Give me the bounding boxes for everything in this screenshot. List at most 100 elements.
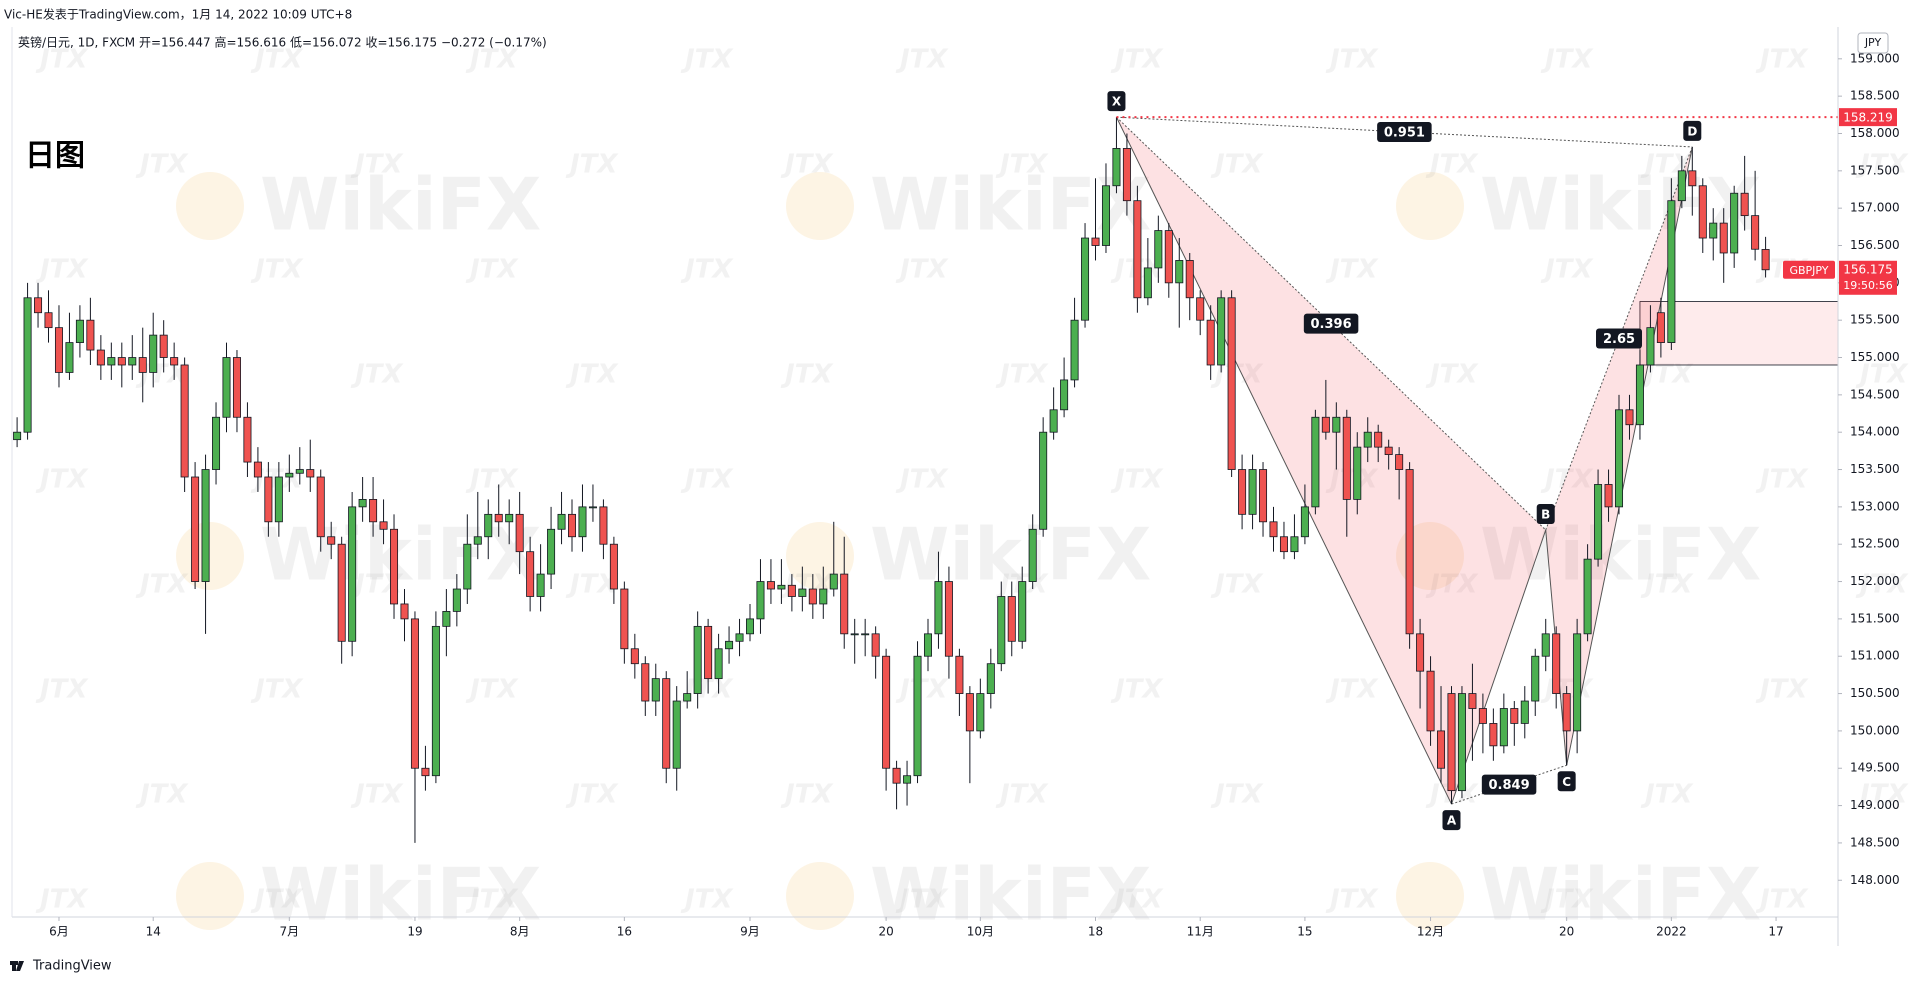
pattern-leg xyxy=(1451,529,1547,805)
candle-body xyxy=(1112,148,1121,187)
watermark: JTX xyxy=(895,675,949,705)
y-tick-label: 159.000 xyxy=(1850,51,1900,65)
watermark: WikiFX xyxy=(870,513,1151,597)
candle-body xyxy=(1437,730,1446,769)
watermark: JTX xyxy=(1855,360,1909,390)
x-tick-label: 2022 xyxy=(1656,925,1687,939)
candle-body xyxy=(672,700,681,769)
pattern-ratio-box xyxy=(1481,774,1537,795)
candle-body xyxy=(683,693,692,702)
candle-body xyxy=(1604,484,1613,508)
watermark: JTX xyxy=(350,780,404,810)
candle-body xyxy=(913,655,922,777)
candle-body xyxy=(526,551,535,597)
candle-body xyxy=(871,633,880,657)
y-tick-label: 156.500 xyxy=(1850,238,1900,252)
watermark: JTX xyxy=(895,465,949,495)
watermark-logo xyxy=(1396,862,1464,930)
watermark: JTX xyxy=(995,360,1049,390)
pattern-fill xyxy=(1116,117,1546,805)
y-tick-label: 150.500 xyxy=(1850,686,1900,700)
candle-body xyxy=(1698,185,1707,239)
candle-body xyxy=(1007,596,1016,642)
watermark: JTX xyxy=(680,45,734,75)
candle-body xyxy=(578,506,587,538)
x-tick-label: 14 xyxy=(146,925,161,939)
tv-logo xyxy=(10,961,24,971)
candle-body xyxy=(808,588,817,605)
watermark-logo xyxy=(786,862,854,930)
watermark: JTX xyxy=(1540,465,1594,495)
watermark: JTX xyxy=(1540,885,1594,915)
watermark-logo xyxy=(176,862,244,930)
candle-body xyxy=(861,633,870,636)
symbol-label: GBPJPY xyxy=(1789,264,1828,277)
candle-body xyxy=(316,476,325,538)
candle-body xyxy=(1405,469,1414,635)
candle-body xyxy=(505,513,514,523)
footer: TradingView xyxy=(32,959,112,974)
level-label: 158.219 xyxy=(1843,111,1893,125)
candle-body xyxy=(1185,260,1194,299)
watermark: JTX xyxy=(1540,45,1594,75)
y-tick-label: 151.500 xyxy=(1850,611,1900,625)
candle-body xyxy=(965,693,974,732)
watermark: JTX xyxy=(1110,465,1164,495)
watermark: JTX xyxy=(1325,885,1379,915)
y-tick-label: 152.500 xyxy=(1850,537,1900,551)
x-tick-label: 15 xyxy=(1297,925,1312,939)
pattern-ratio-box xyxy=(1303,313,1359,334)
header: Vic-HE发表于TradingView.com，1月 14, 2022 10:… xyxy=(4,7,352,22)
candle-body xyxy=(557,513,566,530)
pattern-point-label: B xyxy=(1541,508,1550,522)
candle-body xyxy=(253,461,262,478)
candle-body xyxy=(515,513,524,553)
candle-body xyxy=(1751,215,1760,250)
candle-body xyxy=(128,357,137,366)
pattern-point-box xyxy=(1683,120,1702,141)
watermark: JTX xyxy=(1855,150,1909,180)
candle-body xyxy=(1300,506,1309,538)
candle-body xyxy=(65,342,74,373)
candle-body xyxy=(379,521,388,530)
candle-body xyxy=(1468,693,1477,709)
candle-body xyxy=(23,297,32,433)
candle-body xyxy=(1416,633,1425,672)
watermark: WikiFX xyxy=(260,853,541,937)
watermark: JTX xyxy=(1855,570,1909,600)
watermark: JTX xyxy=(1325,675,1379,705)
pattern-point-label: D xyxy=(1687,124,1697,138)
x-tick-label: 17 xyxy=(1768,925,1783,939)
candle-body xyxy=(766,581,775,590)
candle-body xyxy=(1101,185,1110,246)
candle-body xyxy=(1447,693,1456,792)
watermark: JTX xyxy=(1640,780,1694,810)
watermark: JTX xyxy=(1325,255,1379,285)
symbol-box xyxy=(1783,260,1835,279)
candle-body xyxy=(1625,409,1634,426)
watermark: JTX xyxy=(135,570,189,600)
watermark: WikiFX xyxy=(1480,513,1761,597)
candle-body xyxy=(442,611,451,627)
watermark: JTX xyxy=(250,885,304,915)
watermark: JTX xyxy=(1110,885,1164,915)
x-tick-label: 18 xyxy=(1088,925,1103,939)
y-tick-label: 155.000 xyxy=(1850,350,1900,364)
watermark: JTX xyxy=(680,255,734,285)
candle-body xyxy=(96,349,105,366)
candle-body xyxy=(494,513,503,523)
candle-body xyxy=(1520,700,1529,724)
candles-layer xyxy=(13,117,1770,843)
candle-body xyxy=(1573,633,1582,732)
candle-body xyxy=(431,625,440,777)
pattern-point-label: A xyxy=(1447,814,1457,828)
candle-body xyxy=(777,584,786,590)
y-tick-label: 158.000 xyxy=(1850,126,1900,140)
candle-body xyxy=(1321,416,1330,433)
watermark: JTX xyxy=(780,780,834,810)
watermark: JTX xyxy=(35,45,89,75)
candle-body xyxy=(1740,192,1749,217)
watermark: JTX xyxy=(35,675,89,705)
y-tick-label: 154.500 xyxy=(1850,387,1900,401)
